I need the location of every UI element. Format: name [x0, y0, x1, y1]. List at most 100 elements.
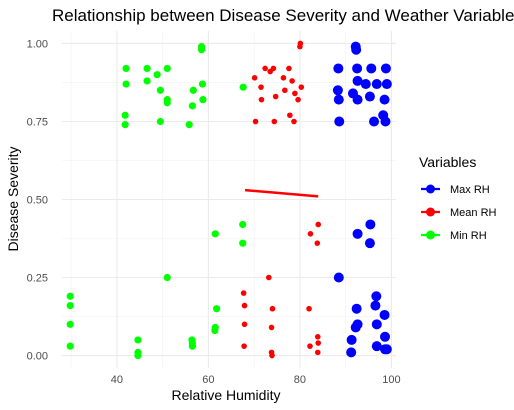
data-point	[121, 111, 129, 119]
y-tick-label: 0.25	[27, 273, 48, 285]
data-point	[282, 87, 288, 94]
data-point	[268, 324, 275, 331]
data-point	[262, 65, 268, 72]
data-point	[371, 291, 382, 302]
data-point	[314, 333, 321, 340]
data-point	[352, 94, 363, 105]
data-point	[156, 117, 164, 126]
data-point	[334, 116, 345, 127]
data-point	[307, 343, 313, 349]
y-tick-label: 0.75	[27, 116, 48, 128]
data-point	[297, 43, 303, 50]
legend-key-point	[426, 207, 435, 217]
data-point	[211, 326, 219, 335]
legend-key-point	[426, 184, 435, 194]
legend-label: Min RH	[450, 230, 487, 242]
data-point	[370, 300, 381, 311]
x-tick-label: 40	[111, 374, 123, 386]
axis-ticks: 40 60 80 100 0.00 0.25 0.50 0.75 1.00	[27, 38, 401, 386]
data-point	[378, 110, 389, 121]
data-point	[332, 85, 343, 96]
data-point	[258, 96, 265, 103]
data-point	[380, 331, 391, 342]
x-tick-label: 60	[202, 374, 214, 386]
data-point	[352, 63, 363, 74]
data-point	[306, 305, 312, 312]
data-point	[66, 301, 74, 310]
data-point	[258, 84, 264, 90]
data-point	[185, 121, 193, 129]
data-points	[66, 40, 392, 360]
legend-label: Mean RH	[450, 207, 497, 219]
data-point	[241, 302, 248, 309]
y-tick-label: 0.00	[27, 351, 48, 363]
legend: Variables Max RH Mean RH Min RH	[419, 154, 497, 242]
data-point	[364, 91, 375, 102]
data-point	[333, 94, 344, 105]
data-point	[315, 340, 322, 346]
data-point	[143, 77, 151, 85]
data-point	[314, 349, 321, 356]
data-point	[315, 221, 322, 228]
data-point	[239, 220, 247, 229]
data-point	[269, 305, 276, 312]
data-point	[197, 46, 206, 54]
data-point	[379, 94, 390, 105]
data-point	[241, 321, 248, 328]
data-point	[280, 75, 287, 81]
data-point	[350, 322, 361, 333]
data-point	[346, 334, 357, 345]
data-point	[289, 78, 295, 84]
y-axis-title: Disease Severity	[5, 146, 21, 251]
data-point	[307, 231, 314, 237]
data-point	[291, 118, 297, 125]
x-axis-title: Relative Humidity	[172, 387, 281, 403]
data-point	[287, 112, 293, 119]
chart-title: Relationship between Disease Severity an…	[52, 6, 514, 25]
data-point	[371, 319, 382, 330]
data-point	[143, 64, 151, 73]
legend-key-point	[426, 230, 435, 240]
data-point	[380, 63, 391, 74]
trend-line-layer	[244, 188, 319, 198]
data-point	[239, 239, 247, 247]
data-point	[198, 80, 207, 88]
data-point	[66, 320, 74, 328]
data-point	[188, 102, 196, 110]
data-point	[271, 118, 278, 125]
data-point	[364, 238, 375, 249]
data-point	[163, 273, 171, 282]
data-point	[267, 68, 273, 75]
y-tick-label: 1.00	[27, 38, 48, 50]
y-tick-label: 0.50	[27, 195, 48, 207]
plot-grid	[62, 31, 396, 368]
legend-label: Max RH	[450, 184, 490, 196]
data-point	[163, 64, 171, 73]
data-point	[213, 305, 221, 313]
data-point	[333, 272, 344, 283]
data-point	[269, 352, 275, 359]
data-point	[239, 83, 247, 91]
data-point	[134, 336, 142, 344]
data-point	[153, 71, 161, 79]
data-point	[211, 230, 219, 238]
data-point	[295, 96, 301, 103]
data-point	[252, 118, 259, 125]
data-point	[241, 343, 247, 349]
data-point	[365, 219, 376, 230]
data-point	[352, 75, 363, 86]
x-tick-label: 100	[382, 374, 400, 386]
data-point	[272, 93, 279, 100]
data-point	[333, 63, 344, 74]
x-tick-label: 80	[294, 374, 306, 386]
data-point	[122, 80, 130, 88]
data-point	[121, 121, 129, 129]
data-point	[66, 342, 74, 350]
data-point	[251, 75, 258, 81]
data-point	[314, 240, 321, 246]
data-point	[381, 344, 392, 355]
data-point	[188, 342, 196, 350]
data-point	[156, 86, 164, 94]
data-point	[371, 79, 382, 90]
